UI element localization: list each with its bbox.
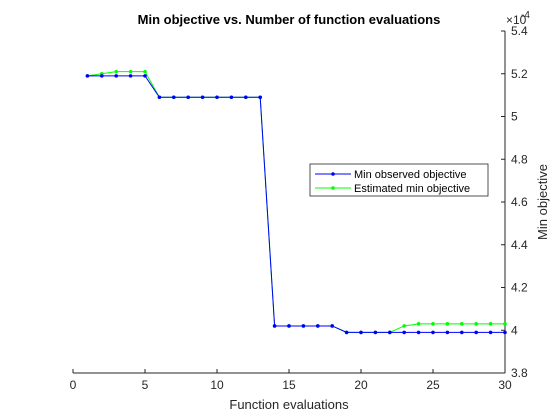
data-point [172,95,176,100]
legend-entry-estimated: Estimated min objective [315,183,470,195]
x-tick-label: 20 [354,378,368,392]
y-exponent-base: ×10 [506,13,527,27]
data-point [244,95,248,100]
legend-marker-estimated [331,186,335,190]
legend-label-estimated: Estimated min objective [354,183,470,195]
data-point [359,330,363,335]
legend-label-observed: Min observed objective [354,169,467,181]
y-tick-label: 4.4 [511,238,528,252]
data-point [445,322,450,326]
data-point [287,324,291,328]
plot-area: 0 5 10 15 20 25 30 3.8 4 4.2 4.4 4.6 4.8 5 5.2 5.4 [70,24,528,392]
data-point [474,330,479,335]
x-tick-label: 15 [282,378,296,392]
y-exponent-power: -4 [521,10,530,21]
series-layer [85,69,507,335]
data-point [258,95,263,100]
series-line [87,75,505,333]
data-point [316,324,320,328]
data-point [431,330,435,335]
y-tick-label: 4.2 [511,281,528,295]
data-point [100,74,104,78]
y-tick-label: 5 [511,110,518,124]
data-point [416,330,421,335]
data-point [143,74,147,78]
y-tick-label: 5.4 [511,24,528,38]
data-point [128,74,133,78]
data-point [503,322,507,326]
y-axis-title: Min objective [535,164,550,240]
y-tick-label: 4.8 [511,152,528,166]
legend-box [309,163,489,197]
y-ticks: 3.8 4 4.2 4.4 4.6 4.8 5 5.2 5.4 [501,24,528,380]
data-point [474,322,479,326]
data-point [431,322,435,326]
data-point [128,69,133,74]
data-point [200,95,205,100]
y-exponent-label: ×10 -4 [506,10,530,27]
data-point [402,330,407,335]
y-tick-label: 4.6 [511,195,528,209]
x-tick-label: 10 [210,378,224,392]
chart-title: Min objective vs. Number of function eva… [138,12,441,27]
series-0 [85,74,507,335]
data-point [402,324,407,328]
y-tick-label: 4 [511,323,518,337]
data-point [157,95,162,100]
data-point [460,322,464,326]
data-point [229,95,234,100]
y-tick-label: 3.8 [511,366,528,380]
data-point [460,330,464,335]
data-point [488,322,493,326]
x-ticks: 0 5 10 15 20 25 30 [70,369,512,392]
data-point [143,69,147,74]
legend: Min observed objective Estimated min obj… [309,163,489,197]
data-point [488,330,493,335]
data-point [272,324,277,328]
x-tick-label: 0 [70,378,77,392]
x-axis-title: Function evaluations [229,397,349,412]
data-point [330,324,335,328]
data-point [215,95,219,100]
legend-marker-observed [331,172,335,176]
data-point [186,95,190,100]
data-point [85,74,90,78]
x-tick-label: 5 [142,378,149,392]
legend-entry-observed: Min observed objective [315,169,467,181]
data-point [388,330,392,335]
data-point [416,322,421,326]
data-point [301,324,306,328]
y-tick-label: 5.2 [511,67,528,81]
x-tick-label: 30 [498,378,512,392]
x-tick-label: 25 [426,378,440,392]
data-point [114,74,118,78]
data-point [445,330,450,335]
data-point [114,69,118,74]
data-point [344,330,349,335]
data-point [373,330,378,335]
data-point [503,330,507,335]
series-1 [85,69,507,335]
series-line [87,71,505,333]
